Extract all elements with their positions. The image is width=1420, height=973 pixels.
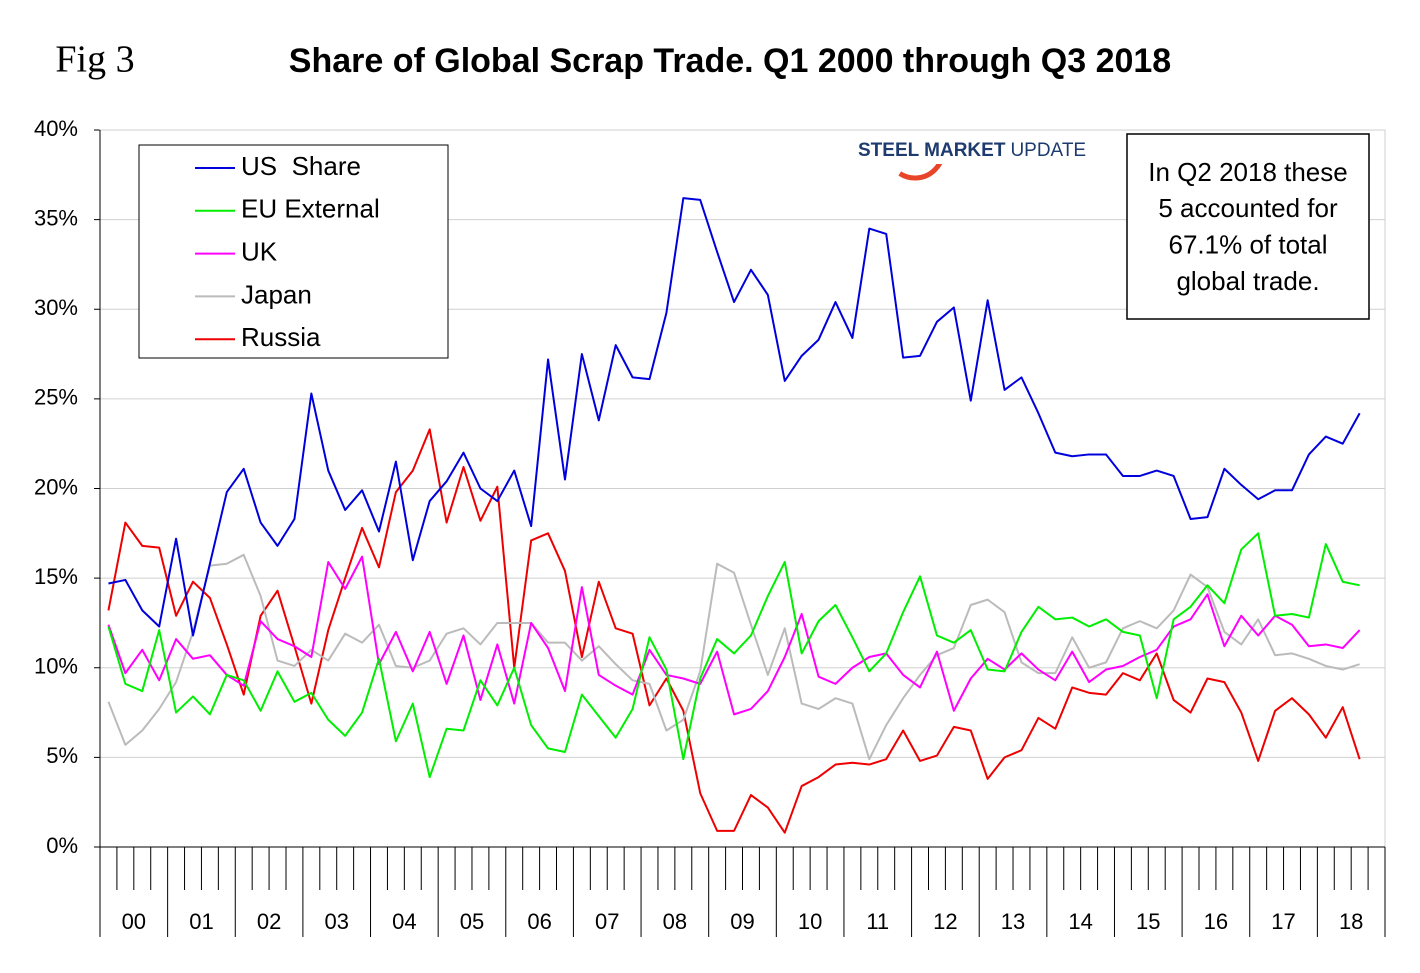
logo-bold: STEEL MARKET [858, 140, 1006, 161]
annotation-box [1126, 133, 1370, 320]
legend-label: US Share [241, 151, 361, 181]
y-tick-label: 25% [34, 385, 78, 410]
x-tick-label: 13 [1001, 909, 1025, 934]
logo: STEEL MARKET UPDATE [852, 119, 1088, 181]
annotation-line: 5 accounted for [1158, 193, 1338, 223]
x-tick-label: 15 [1136, 909, 1160, 934]
x-tick-label: 01 [189, 909, 213, 934]
logo-light: UPDATE [1010, 140, 1086, 161]
y-tick-label: 40% [34, 116, 78, 141]
x-tick-label: 03 [324, 909, 348, 934]
legend-label: UK [241, 236, 278, 266]
x-tick-label: 16 [1204, 909, 1228, 934]
legend-box [138, 144, 449, 359]
series-line [108, 197, 1361, 637]
series-line [107, 428, 1361, 834]
legend-label: Russia [241, 322, 321, 352]
y-tick-label: 15% [34, 564, 78, 589]
y-tick-label: 5% [46, 743, 78, 768]
x-tick-label: 11 [866, 909, 889, 934]
y-tick-label: 30% [34, 295, 78, 320]
chart-title: Share of Global Scrap Trade. Q1 2000 thr… [289, 42, 1171, 80]
x-tick-label: 04 [392, 909, 416, 934]
x-tick-label: 10 [798, 909, 822, 934]
x-tick-label: 08 [663, 909, 687, 934]
x-tick-label: 05 [460, 909, 484, 934]
logo-backdrop [852, 138, 1088, 164]
logo-text: STEEL MARKET UPDATE [858, 140, 1086, 161]
x-tick-label: 07 [595, 909, 619, 934]
series-line [107, 555, 1361, 716]
x-tick-label: 00 [122, 909, 146, 934]
x-tick-label: 17 [1271, 909, 1295, 934]
annotation-line: 67.1% of total [1169, 229, 1328, 259]
y-tick-label: 0% [46, 833, 78, 858]
x-tick-label: 14 [1068, 909, 1092, 934]
y-tick-label: 35% [34, 205, 78, 230]
x-tick-label: 18 [1339, 909, 1363, 934]
y-tick-label: 10% [34, 654, 78, 679]
series-line [107, 553, 1360, 761]
legend-label: Japan [241, 279, 312, 309]
annotation-line: In Q2 2018 these [1148, 157, 1347, 187]
fig-label: Fig 3 [55, 39, 134, 81]
x-tick-label: 06 [527, 909, 551, 934]
legend-label: EU External [241, 194, 380, 224]
x-tick-label: 09 [730, 909, 754, 934]
series-line [107, 532, 1360, 779]
x-tick-label: 02 [257, 909, 281, 934]
annotation-line: global trade. [1176, 266, 1319, 296]
y-tick-label: 20% [34, 474, 78, 499]
x-tick-label: 12 [933, 909, 957, 934]
